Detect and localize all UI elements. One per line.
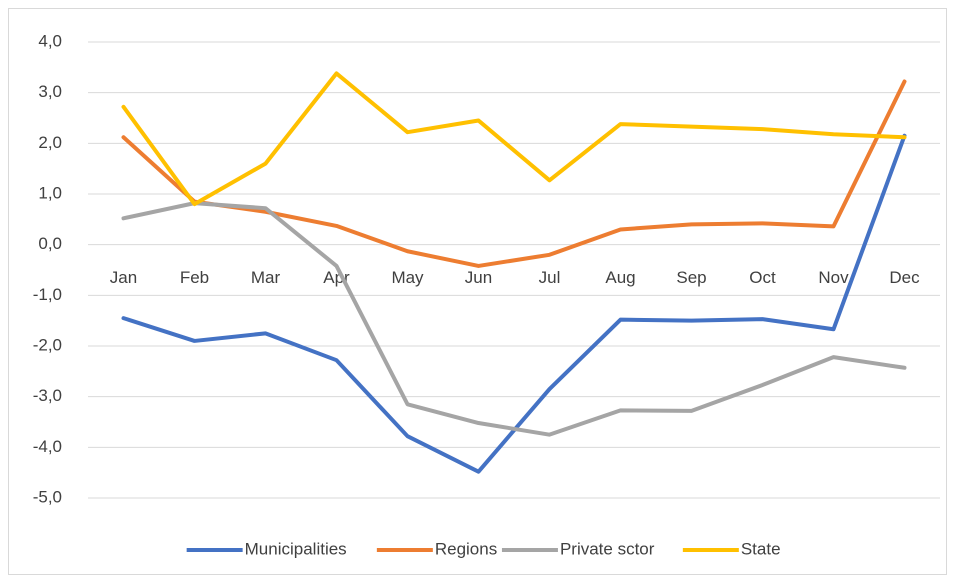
legend-label: Municipalities: [245, 539, 347, 558]
y-tick-label: 3,0: [38, 82, 62, 101]
chart-border: [8, 8, 947, 575]
legend-label: Private sctor: [560, 539, 655, 558]
legend-label: State: [741, 539, 781, 558]
y-tick-label: 0,0: [38, 234, 62, 253]
x-tick-label: Sep: [676, 268, 706, 287]
x-tick-label: Jul: [539, 268, 561, 287]
y-tick-label: -2,0: [33, 335, 62, 354]
y-tick-label: 4,0: [38, 31, 62, 50]
x-tick-label: Feb: [180, 268, 209, 287]
x-tick-label: Jan: [110, 268, 137, 287]
x-tick-label: Nov: [818, 268, 849, 287]
x-tick-label: Dec: [889, 268, 920, 287]
x-tick-label: Aug: [605, 268, 635, 287]
series-line: [121, 71, 907, 207]
y-tick-label: 2,0: [38, 133, 62, 152]
y-tick-label: -4,0: [33, 437, 62, 456]
y-tick-label: -1,0: [33, 285, 62, 304]
x-tick-label: Mar: [251, 268, 281, 287]
y-tick-label: -5,0: [33, 487, 62, 506]
x-tick-label: Jun: [465, 268, 492, 287]
series-line: [121, 79, 907, 268]
x-tick-label: May: [391, 268, 424, 287]
y-tick-label: -3,0: [33, 386, 62, 405]
y-tick-label: 1,0: [38, 183, 62, 202]
series-line: [121, 201, 907, 437]
legend-label: Regions: [435, 539, 497, 558]
x-tick-label: Oct: [749, 268, 776, 287]
